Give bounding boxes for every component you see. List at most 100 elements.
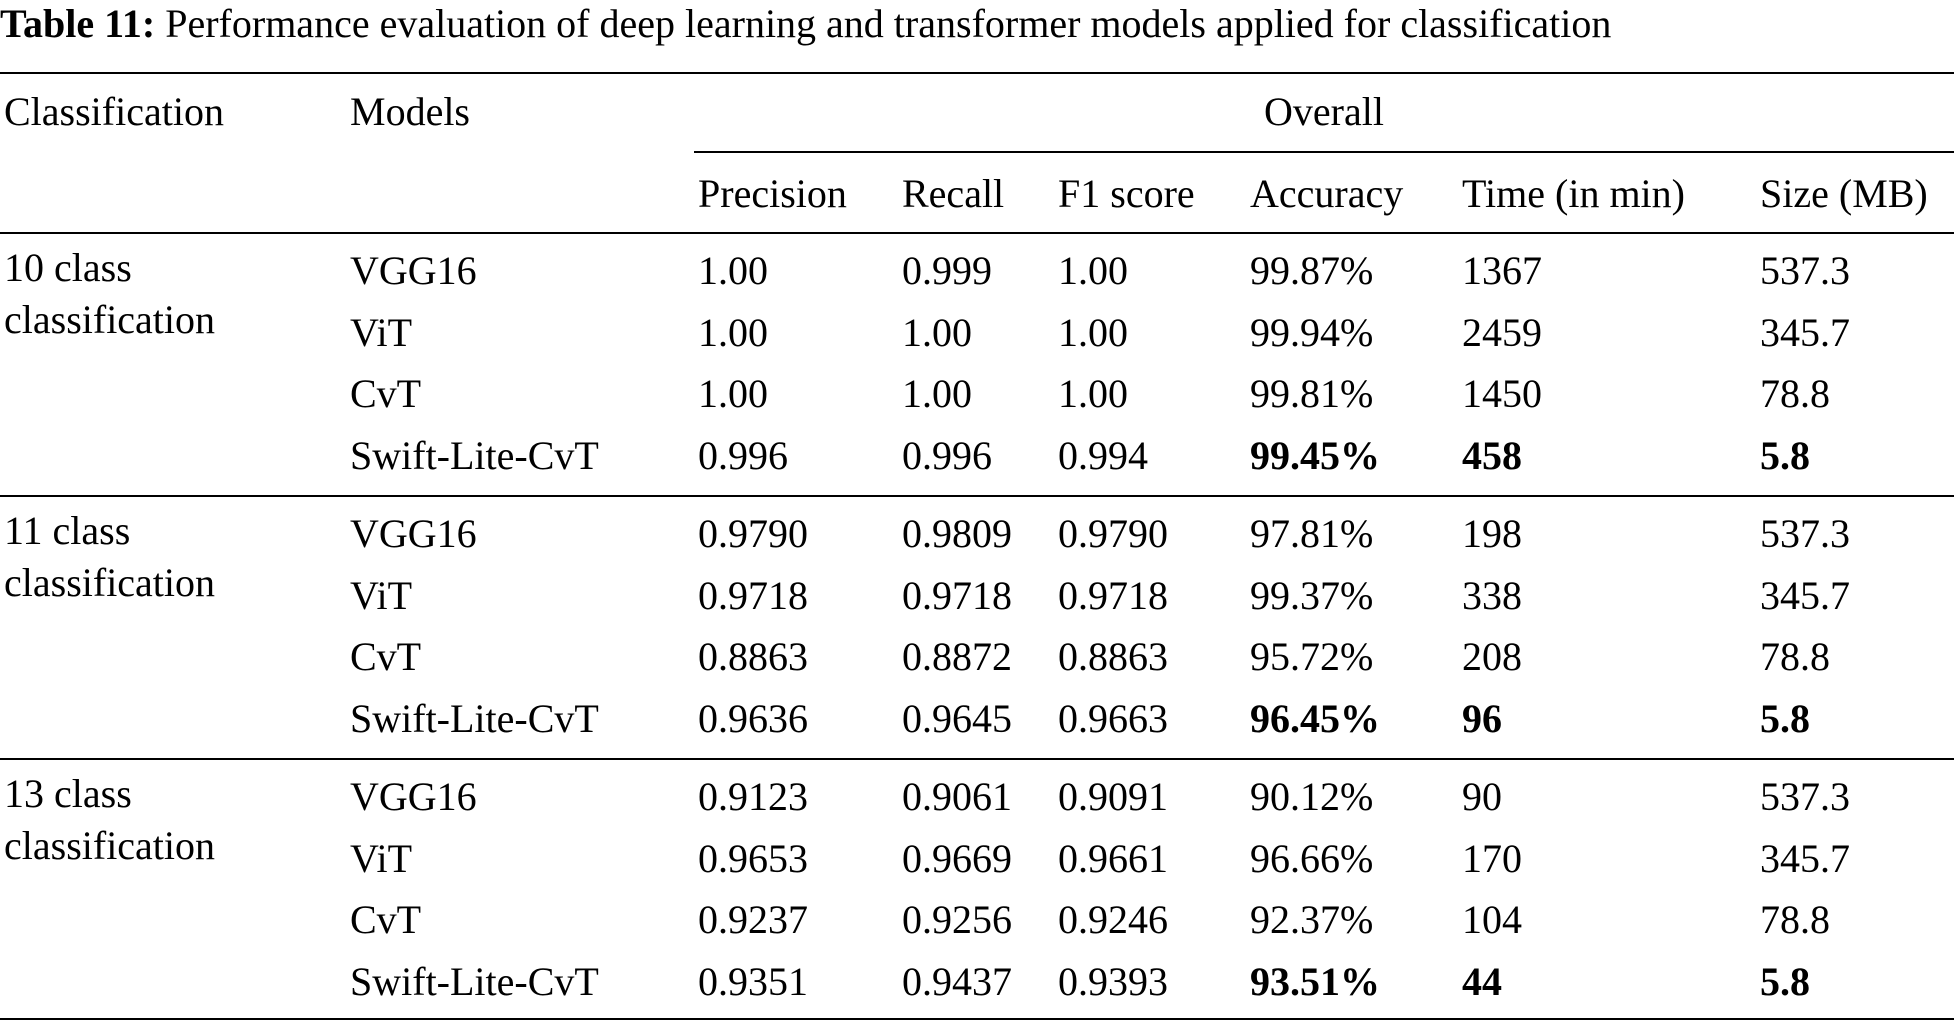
header-recall: Recall — [902, 171, 1005, 216]
cell-size: 78.8 — [1760, 897, 1830, 942]
group-label-line2: classification — [4, 560, 216, 605]
cell-accuracy: 95.72% — [1250, 634, 1374, 679]
cell-precision: 0.9653 — [698, 836, 808, 881]
cell-time: 104 — [1462, 897, 1522, 942]
cell-f1: 0.8863 — [1058, 634, 1168, 679]
group-label-10-class: 10 class classification — [4, 242, 215, 346]
header-models: Models — [350, 89, 470, 134]
cell-model: Swift-Lite-CvT — [350, 959, 599, 1004]
cell-size: 5.8 — [1760, 433, 1810, 478]
header-overall: Overall — [1264, 89, 1384, 134]
cell-recall: 0.9669 — [902, 836, 1012, 881]
top-rule — [0, 72, 1954, 74]
cell-precision: 1.00 — [698, 371, 768, 416]
cell-size: 78.8 — [1760, 634, 1830, 679]
group-label-line1: 11 class — [4, 508, 131, 553]
cell-model: Swift-Lite-CvT — [350, 433, 599, 478]
cell-size: 345.7 — [1760, 836, 1850, 881]
cell-recall: 1.00 — [902, 371, 972, 416]
cell-recall: 0.996 — [902, 433, 992, 478]
cell-accuracy: 99.87% — [1250, 248, 1374, 293]
cell-recall: 0.9256 — [902, 897, 1012, 942]
cell-accuracy: 97.81% — [1250, 511, 1374, 556]
cell-recall: 0.9061 — [902, 774, 1012, 819]
cell-size: 537.3 — [1760, 248, 1850, 293]
cell-recall: 0.9645 — [902, 696, 1012, 741]
cell-recall: 0.999 — [902, 248, 992, 293]
group-label-line1: 13 class — [4, 771, 132, 816]
group-label-11-class: 11 class classification — [4, 505, 215, 609]
cell-time: 1367 — [1462, 248, 1542, 293]
group-divider-1 — [0, 495, 1954, 497]
cell-model: CvT — [350, 897, 422, 942]
cell-accuracy: 93.51% — [1250, 959, 1380, 1004]
cell-recall: 1.00 — [902, 310, 972, 355]
cell-f1: 1.00 — [1058, 371, 1128, 416]
cell-size: 5.8 — [1760, 959, 1810, 1004]
header-accuracy: Accuracy — [1250, 171, 1404, 216]
cell-model: CvT — [350, 634, 422, 679]
cell-f1: 0.9661 — [1058, 836, 1168, 881]
cell-f1: 0.9790 — [1058, 511, 1168, 556]
cell-precision: 0.8863 — [698, 634, 808, 679]
cell-time: 458 — [1462, 433, 1522, 478]
caption-label: Table 11: — [0, 1, 156, 46]
cell-time: 90 — [1462, 774, 1502, 819]
cell-precision: 1.00 — [698, 310, 768, 355]
cell-time: 208 — [1462, 634, 1522, 679]
cell-time: 96 — [1462, 696, 1502, 741]
cell-model: VGG16 — [350, 248, 477, 293]
cell-model: VGG16 — [350, 774, 477, 819]
cell-time: 1450 — [1462, 371, 1542, 416]
cell-f1: 0.9091 — [1058, 774, 1168, 819]
group-label-13-class: 13 class classification — [4, 768, 215, 872]
header-classification: Classification — [4, 89, 224, 134]
cell-size: 537.3 — [1760, 774, 1850, 819]
header-bottom-rule — [0, 232, 1954, 234]
cell-precision: 0.9351 — [698, 959, 808, 1004]
cell-precision: 0.9790 — [698, 511, 808, 556]
cell-precision: 0.9237 — [698, 897, 808, 942]
header-f1: F1 score — [1058, 171, 1195, 216]
cell-time: 338 — [1462, 573, 1522, 618]
group-divider-2 — [0, 758, 1954, 760]
cell-model: ViT — [350, 836, 413, 881]
cell-time: 170 — [1462, 836, 1522, 881]
cell-f1: 0.9663 — [1058, 696, 1168, 741]
caption-text: Performance evaluation of deep learning … — [155, 1, 1612, 46]
group-label-line2: classification — [4, 297, 216, 342]
cell-f1: 1.00 — [1058, 248, 1128, 293]
cell-f1: 0.9246 — [1058, 897, 1168, 942]
cell-f1: 0.994 — [1058, 433, 1148, 478]
cell-time: 2459 — [1462, 310, 1542, 355]
group-label-line1: 10 class — [4, 245, 132, 290]
cell-accuracy: 90.12% — [1250, 774, 1374, 819]
header-time: Time (in min) — [1462, 171, 1685, 216]
cell-precision: 1.00 — [698, 248, 768, 293]
cell-precision: 0.9718 — [698, 573, 808, 618]
cell-recall: 0.8872 — [902, 634, 1012, 679]
cell-precision: 0.9636 — [698, 696, 808, 741]
header-size: Size (MB) — [1760, 171, 1928, 216]
cell-size: 345.7 — [1760, 310, 1850, 355]
cell-model: VGG16 — [350, 511, 477, 556]
cell-precision: 0.996 — [698, 433, 788, 478]
cell-accuracy: 92.37% — [1250, 897, 1374, 942]
cell-size: 345.7 — [1760, 573, 1850, 618]
cell-size: 537.3 — [1760, 511, 1850, 556]
cell-recall: 0.9718 — [902, 573, 1012, 618]
cell-accuracy: 99.37% — [1250, 573, 1374, 618]
cell-size: 78.8 — [1760, 371, 1830, 416]
group-label-line2: classification — [4, 823, 216, 868]
table-caption: Table 11: Performance evaluation of deep… — [0, 2, 1611, 46]
cell-recall: 0.9437 — [902, 959, 1012, 1004]
cell-f1: 0.9393 — [1058, 959, 1168, 1004]
cell-accuracy: 96.66% — [1250, 836, 1374, 881]
cell-accuracy: 99.45% — [1250, 433, 1380, 478]
cell-f1: 1.00 — [1058, 310, 1128, 355]
cell-model: CvT — [350, 371, 422, 416]
cell-time: 44 — [1462, 959, 1502, 1004]
cell-model: Swift-Lite-CvT — [350, 696, 599, 741]
cell-recall: 0.9809 — [902, 511, 1012, 556]
cell-size: 5.8 — [1760, 696, 1810, 741]
